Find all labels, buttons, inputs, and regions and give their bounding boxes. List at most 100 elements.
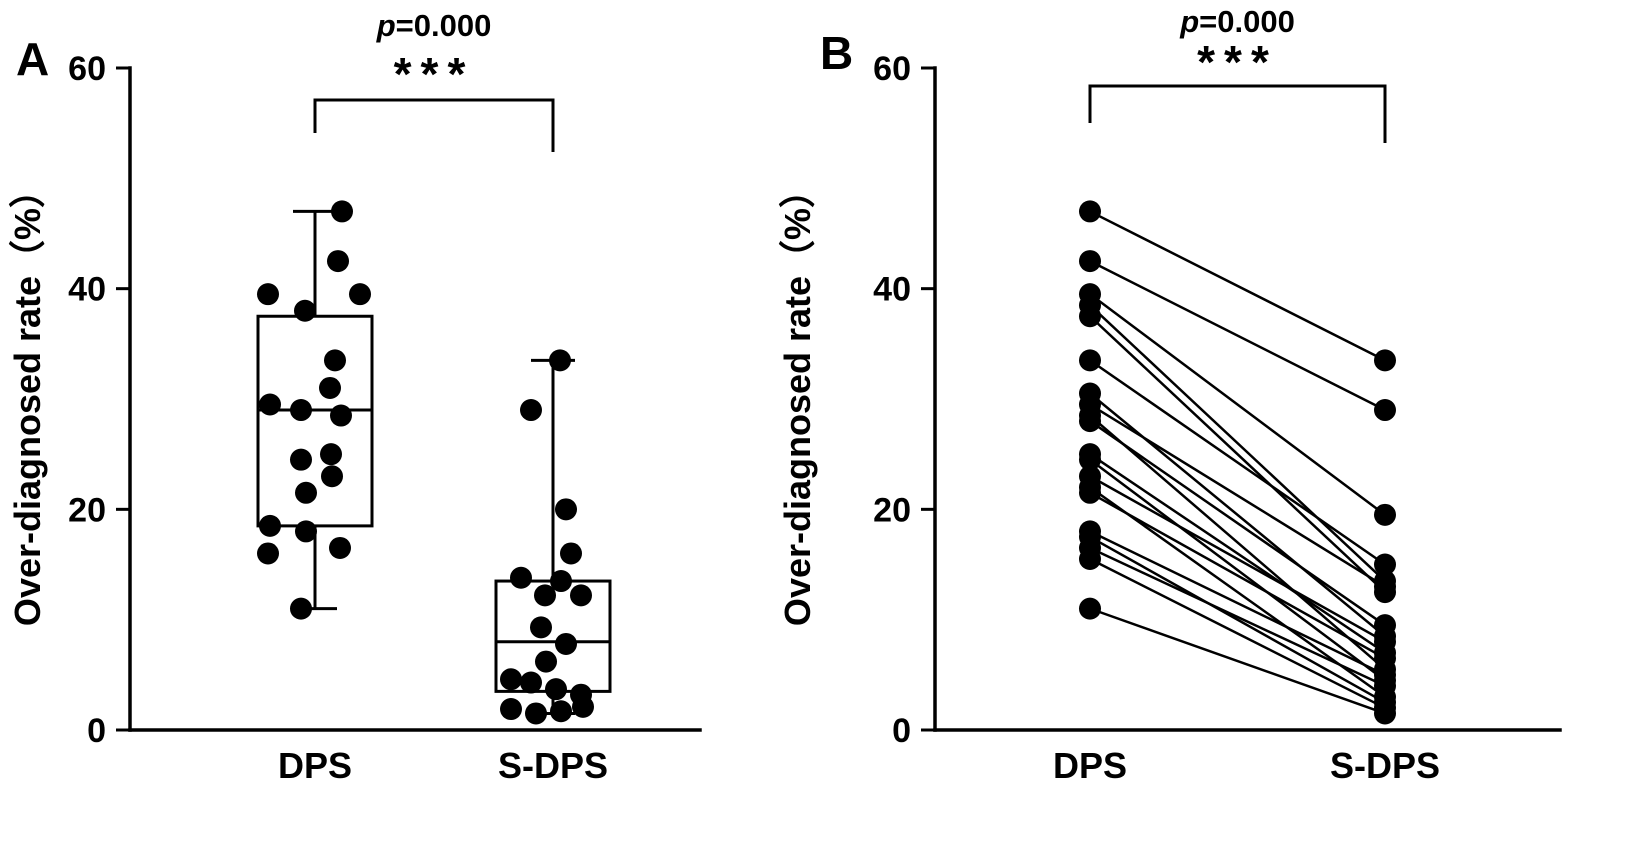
pair-line: [1089, 420, 1386, 627]
category-label: DPS: [278, 745, 352, 786]
paired-point-sdps: [1374, 399, 1396, 422]
scatter-point: [555, 498, 577, 521]
pair-line: [1089, 546, 1386, 687]
scatter-point: [500, 668, 522, 691]
y-tick-label: 60: [68, 50, 106, 88]
paired-point-dps: [1079, 597, 1101, 620]
y-axis-title: Over-diagnosed rate（%）: [777, 172, 818, 626]
scatter-point: [572, 695, 594, 718]
y-tick-label: 20: [873, 491, 911, 529]
y-tick-label: 40: [68, 271, 106, 309]
scatter-point: [329, 536, 351, 559]
category-label: S-DPS: [498, 745, 608, 786]
scatter-point: [545, 678, 567, 701]
category-label: S-DPS: [1330, 745, 1440, 786]
y-tick-label: 40: [873, 271, 911, 309]
scatter-point: [549, 349, 571, 372]
scatter-point: [530, 616, 552, 639]
pair-line: [1089, 403, 1386, 588]
panel-b: 0 20 40 60 DPS S-DPS Over-diagnosed rate（%） p=0…: [770, 0, 1650, 841]
pair-line: [1089, 535, 1386, 704]
scatter-point: [520, 671, 542, 694]
scatter-point: [259, 514, 281, 537]
pair-line: [1089, 557, 1386, 710]
scatter-point: [294, 299, 316, 322]
panel-b-label: B: [820, 27, 854, 79]
scatter-point: [290, 399, 312, 422]
pair-line: [1089, 392, 1386, 638]
significance-stars: ***: [394, 48, 475, 100]
pair-line: [1089, 414, 1386, 671]
scatter-point: [257, 283, 279, 306]
y-tick-label: 20: [68, 491, 106, 529]
paired-point-sdps: [1374, 630, 1396, 653]
paired-point-sdps: [1374, 575, 1396, 598]
pair-line: [1089, 453, 1386, 654]
y-tick-label: 0: [87, 712, 106, 750]
y-tick-label: 60: [873, 50, 911, 88]
scatter-point: [330, 404, 352, 427]
panel-a: 0 20 40 60 DPS S-DPS Over-diagnosed rate（%） p=0…: [0, 0, 770, 841]
pair-line: [1089, 458, 1386, 682]
significance-bracket: [1088, 84, 1387, 143]
panel-b-chart: 0 20 40 60 DPS S-DPS Over-diagnosed rate（%） p=0…: [777, 4, 1562, 786]
paired-point-sdps: [1374, 614, 1396, 637]
panel-a-chart: 0 20 40 60 DPS S-DPS Over-diagnosed rate（%） p=0…: [7, 8, 702, 786]
scatter-point: [520, 399, 542, 422]
category-label: DPS: [1053, 745, 1127, 786]
paired-point-sdps: [1374, 503, 1396, 526]
scatter-point: [500, 698, 522, 721]
scatter-point: [321, 465, 343, 488]
significance-bracket: [313, 98, 555, 152]
scatter-point: [319, 376, 341, 399]
paired-point-dps: [1079, 547, 1101, 570]
pair-line: [1089, 491, 1386, 660]
paired-point-sdps: [1374, 349, 1396, 372]
paired-point-sdps: [1374, 674, 1396, 697]
scatter-point: [259, 393, 281, 416]
scatter-point: [331, 200, 353, 223]
scatter-point: [555, 632, 577, 655]
scatter-point: [295, 481, 317, 504]
paired-point-dps: [1079, 250, 1101, 273]
paired-point-dps: [1079, 200, 1101, 223]
significance-stars: ***: [1197, 36, 1278, 88]
scatter-point: [570, 584, 592, 607]
scatter-point: [535, 650, 557, 673]
scatter-point: [257, 542, 279, 565]
scatter-point: [290, 448, 312, 471]
panel-a-label: A: [16, 33, 50, 85]
paired-point-sdps: [1374, 647, 1396, 670]
scatter-point: [324, 349, 346, 372]
pair-line: [1089, 259, 1386, 412]
scatter-point: [534, 584, 556, 607]
pair-line: [1089, 359, 1386, 566]
paired-point-dps: [1079, 481, 1101, 504]
scatter-point: [525, 702, 547, 725]
scatter-point: [349, 283, 371, 306]
scatter-point: [320, 443, 342, 466]
p-value-label: p=0.000: [376, 8, 492, 43]
paired-point-dps: [1079, 448, 1101, 471]
scatter-point: [550, 700, 572, 723]
pair-line: [1089, 293, 1386, 516]
scatter-point: [295, 520, 317, 543]
paired-point-dps: [1079, 410, 1101, 433]
y-axis-title: Over-diagnosed rate（%）: [7, 172, 48, 626]
pair-line: [1089, 475, 1386, 643]
p-value-label: p=0.000: [1179, 4, 1295, 39]
scatter-point: [560, 542, 582, 565]
paired-point-dps: [1079, 305, 1101, 328]
pair-line: [1089, 607, 1386, 715]
scatter-point: [550, 570, 572, 593]
scatter-point: [290, 597, 312, 620]
paired-point-sdps: [1374, 702, 1396, 725]
y-tick-label: 0: [892, 712, 911, 750]
pair-line: [1089, 530, 1386, 676]
scatter-point: [327, 250, 349, 273]
pair-line: [1089, 304, 1386, 582]
scatter-point: [510, 566, 532, 589]
pair-line: [1089, 315, 1386, 593]
paired-point-sdps: [1374, 553, 1396, 576]
